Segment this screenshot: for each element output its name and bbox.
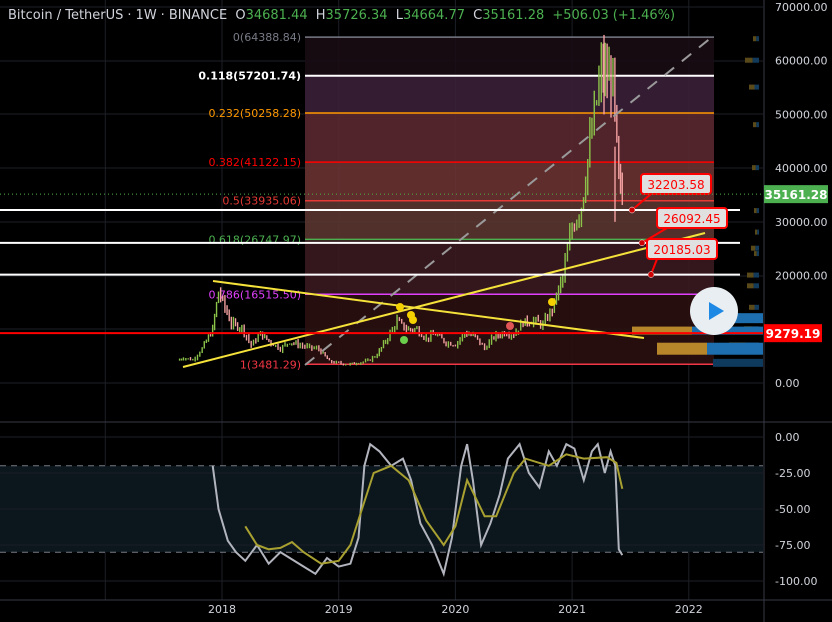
oscillator-axis-tick: -100.00 [775, 575, 817, 588]
volume-profile-bar [747, 272, 754, 278]
last-price-label: 35161.28 [764, 188, 827, 202]
volume-profile-bar [707, 342, 763, 355]
volume-profile-bar [756, 251, 759, 257]
ohlc-high: H35726.34 [315, 8, 388, 23]
fib-level-label: 0.618(26747.97) [208, 233, 301, 246]
fib-zone [305, 37, 714, 76]
fib-level-label: 0.382(41122.15) [208, 156, 301, 169]
oscillator-main-line [211, 442, 624, 578]
volume-profile-bar [752, 165, 756, 171]
last-price-badge [764, 185, 828, 204]
volume-profile-bar [754, 84, 759, 90]
time-axis-tick: 2018 [208, 603, 236, 616]
oscillator-axis-tick: -25.00 [775, 467, 810, 480]
ohlc-open: O34681.44 [235, 8, 308, 23]
callout-pointer [631, 193, 652, 211]
oscillator-axis-tick: -50.00 [775, 503, 810, 516]
price-callout [656, 207, 728, 229]
volume-profile-bar [754, 208, 757, 214]
signal-marker [548, 298, 556, 306]
volume-profile-bar [745, 57, 753, 63]
alert-price-label: 9279.19 [766, 327, 821, 341]
price-callout-label: 32203.58 [647, 178, 704, 192]
volume-profile-bar [752, 57, 759, 63]
volume-profile-bar [753, 283, 759, 289]
signal-marker [396, 303, 404, 311]
time-axis-tick: 2019 [325, 603, 353, 616]
fib-level-label: 0.5(33935.06) [222, 195, 301, 208]
callout-pointer [641, 227, 668, 244]
time-axis-tick: 2022 [675, 603, 703, 616]
volume-profile-bar [755, 229, 758, 235]
volume-profile-bar [756, 122, 759, 128]
price-callout-label: 20185.03 [653, 243, 710, 257]
volume-profile-bar [632, 326, 692, 335]
signal-marker [409, 316, 417, 324]
volume-profile-bar [756, 208, 759, 214]
volume-profile-bar [749, 84, 755, 90]
fib-zone [305, 75, 714, 114]
volume-profile-bar [754, 251, 757, 257]
volume-profile-bar [713, 358, 763, 367]
price-callout-label: 26092.45 [663, 212, 720, 226]
volume-profile-bar [756, 36, 759, 42]
callout-anchor [638, 239, 646, 247]
oscillator-signal-line [244, 453, 624, 565]
alert-price-badge [764, 324, 822, 343]
fib-zone [305, 113, 714, 163]
price-axis-tick: 40000.00 [775, 162, 828, 175]
price-axis-tick: 50000.00 [775, 108, 828, 121]
price-change-pct: (+1.46%) [612, 8, 676, 23]
fib-level-label: 0.232(50258.28) [208, 107, 301, 120]
price-callout [646, 238, 718, 260]
time-axis-tick: 2020 [441, 603, 469, 616]
ohlc-close: C35161.28 [473, 8, 545, 23]
volume-profile-bar [755, 245, 759, 251]
volume-profile-bar [753, 122, 757, 128]
fib-zone [305, 200, 714, 240]
volume-profile-bar [755, 165, 759, 171]
signal-marker [400, 336, 408, 344]
chart-header: Bitcoin / TetherUS · 1W · BINANCE O34681.44 … [8, 8, 676, 23]
price-axis-tick: 70000.00 [775, 1, 828, 14]
time-axis-tick: 2021 [558, 603, 586, 616]
signal-marker [506, 322, 514, 330]
oscillator-axis-tick: -75.00 [775, 539, 810, 552]
price-axis-tick: 30000.00 [775, 216, 828, 229]
fib-level-label: 0.118(57201.74) [198, 70, 301, 83]
interval[interactable]: 1W [135, 8, 157, 23]
volume-profile-bar [747, 283, 754, 289]
exchange: BINANCE [168, 8, 228, 23]
ascending-trendline [182, 232, 706, 368]
volume-profile-bar [757, 229, 759, 235]
fib-level-label: 1(3481.29) [240, 358, 301, 371]
volume-profile-bar [657, 342, 707, 355]
price-axis-tick: 60000.00 [775, 55, 828, 68]
fib-level-label: 0(64388.84) [233, 31, 301, 44]
play-button[interactable] [690, 287, 738, 335]
symbol-name[interactable]: Bitcoin / TetherUS [8, 8, 124, 23]
descending-trendline [212, 280, 645, 339]
volume-profile-bar [754, 304, 759, 310]
price-axis-tick: 20000.00 [775, 270, 828, 283]
volume-profile-bar [749, 304, 755, 310]
ohlc-low: L34664.77 [395, 8, 465, 23]
volume-profile-bar [753, 36, 757, 42]
price-change: +506.03 [552, 8, 609, 23]
callout-anchor [628, 206, 636, 214]
price-axis-tick: 0.00 [775, 377, 800, 390]
volume-profile-bar [751, 245, 756, 251]
oscillator-axis-tick: 0.00 [775, 431, 800, 444]
callout-anchor [647, 271, 655, 278]
fib-level-label: 0.786(16515.50) [208, 288, 301, 301]
volume-profile-bar [753, 272, 759, 278]
